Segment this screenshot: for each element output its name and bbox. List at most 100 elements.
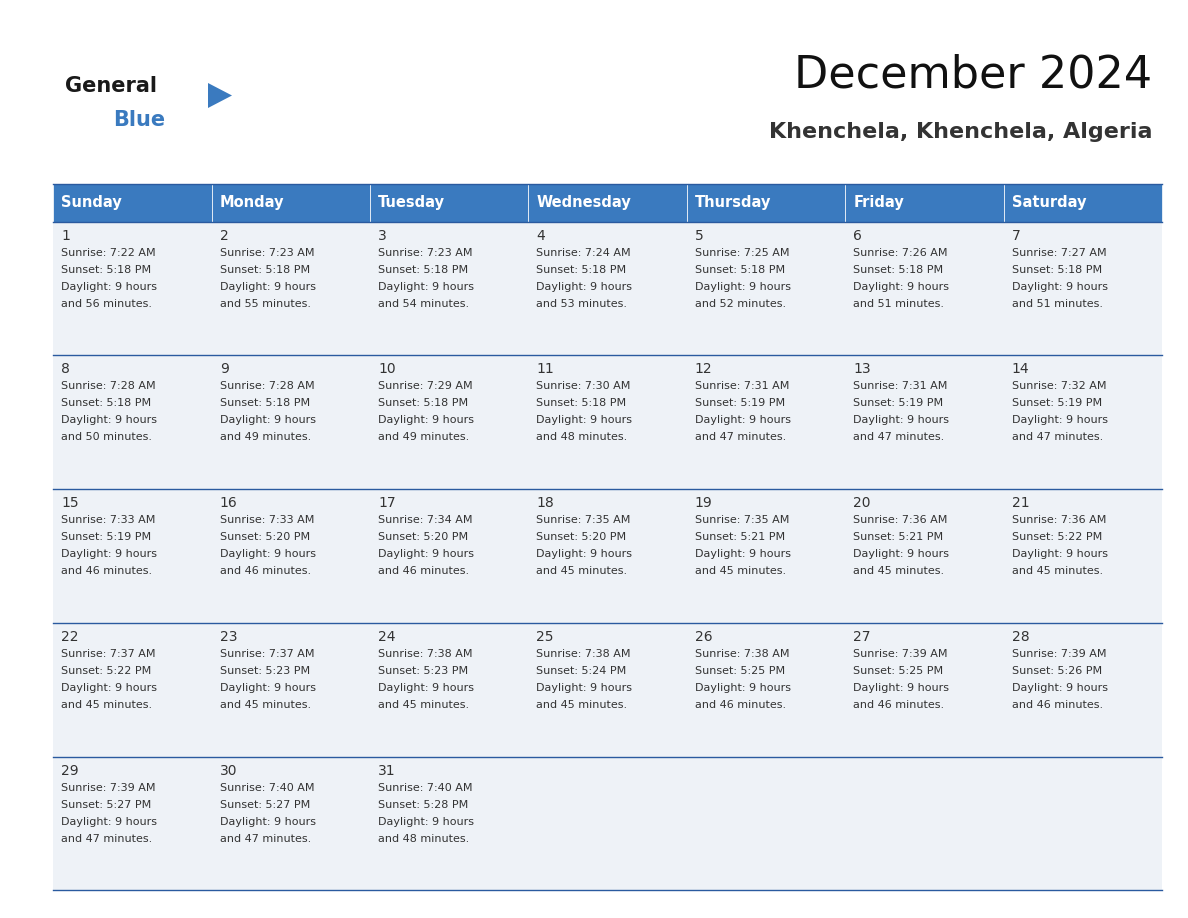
Text: Tuesday: Tuesday — [378, 196, 446, 210]
Text: Daylight: 9 hours: Daylight: 9 hours — [695, 683, 791, 693]
Text: 31: 31 — [378, 764, 396, 778]
Text: Sunrise: 7:33 AM: Sunrise: 7:33 AM — [62, 515, 156, 525]
Text: 5: 5 — [695, 229, 703, 242]
Bar — [371, 221, 529, 355]
Text: Sunrise: 7:39 AM: Sunrise: 7:39 AM — [853, 649, 948, 659]
Text: 13: 13 — [853, 363, 871, 376]
Text: and 48 minutes.: and 48 minutes. — [537, 432, 627, 442]
Text: and 47 minutes.: and 47 minutes. — [853, 432, 944, 442]
Text: 17: 17 — [378, 496, 396, 510]
Text: Sunset: 5:23 PM: Sunset: 5:23 PM — [220, 666, 310, 676]
Text: Daylight: 9 hours: Daylight: 9 hours — [695, 415, 791, 425]
Text: 12: 12 — [695, 363, 713, 376]
Text: Sunrise: 7:25 AM: Sunrise: 7:25 AM — [695, 248, 789, 258]
Text: Daylight: 9 hours: Daylight: 9 hours — [62, 549, 158, 559]
Text: Sunset: 5:26 PM: Sunset: 5:26 PM — [1011, 666, 1101, 676]
Text: Daylight: 9 hours: Daylight: 9 hours — [62, 282, 158, 292]
Bar — [371, 355, 529, 489]
Text: Daylight: 9 hours: Daylight: 9 hours — [853, 549, 949, 559]
Text: and 46 minutes.: and 46 minutes. — [853, 700, 944, 710]
Text: Daylight: 9 hours: Daylight: 9 hours — [378, 415, 474, 425]
Text: and 45 minutes.: and 45 minutes. — [62, 700, 152, 710]
Text: Daylight: 9 hours: Daylight: 9 hours — [1011, 549, 1107, 559]
Bar — [845, 489, 1004, 623]
Text: Daylight: 9 hours: Daylight: 9 hours — [537, 549, 632, 559]
Text: Sunrise: 7:34 AM: Sunrise: 7:34 AM — [378, 515, 473, 525]
Text: Wednesday: Wednesday — [537, 196, 631, 210]
Text: and 45 minutes.: and 45 minutes. — [853, 566, 944, 577]
Text: 10: 10 — [378, 363, 396, 376]
Text: Daylight: 9 hours: Daylight: 9 hours — [1011, 415, 1107, 425]
Bar — [1004, 221, 1162, 355]
FancyBboxPatch shape — [211, 184, 371, 221]
Text: Daylight: 9 hours: Daylight: 9 hours — [378, 683, 474, 693]
Text: Monday: Monday — [220, 196, 284, 210]
Bar — [845, 355, 1004, 489]
Text: Sunset: 5:18 PM: Sunset: 5:18 PM — [62, 264, 152, 274]
Bar — [687, 355, 845, 489]
Text: Sunrise: 7:38 AM: Sunrise: 7:38 AM — [378, 649, 473, 659]
Text: 26: 26 — [695, 630, 713, 644]
Bar — [53, 623, 211, 756]
Text: Sunrise: 7:35 AM: Sunrise: 7:35 AM — [537, 515, 631, 525]
Bar — [529, 355, 687, 489]
Text: Sunset: 5:18 PM: Sunset: 5:18 PM — [853, 264, 943, 274]
Text: and 46 minutes.: and 46 minutes. — [220, 566, 311, 577]
Text: and 45 minutes.: and 45 minutes. — [378, 700, 469, 710]
Text: 23: 23 — [220, 630, 238, 644]
Text: Sunset: 5:21 PM: Sunset: 5:21 PM — [853, 532, 943, 543]
Text: and 53 minutes.: and 53 minutes. — [537, 298, 627, 308]
Text: and 49 minutes.: and 49 minutes. — [220, 432, 311, 442]
Bar — [687, 489, 845, 623]
Text: and 46 minutes.: and 46 minutes. — [378, 566, 469, 577]
Text: Sunrise: 7:24 AM: Sunrise: 7:24 AM — [537, 248, 631, 258]
Text: Sunset: 5:25 PM: Sunset: 5:25 PM — [695, 666, 785, 676]
Text: 20: 20 — [853, 496, 871, 510]
Text: Sunrise: 7:23 AM: Sunrise: 7:23 AM — [378, 248, 473, 258]
Text: Sunset: 5:18 PM: Sunset: 5:18 PM — [220, 398, 310, 409]
Text: 15: 15 — [62, 496, 80, 510]
Text: Daylight: 9 hours: Daylight: 9 hours — [853, 415, 949, 425]
Text: and 48 minutes.: and 48 minutes. — [378, 834, 469, 844]
Text: Sunset: 5:24 PM: Sunset: 5:24 PM — [537, 666, 627, 676]
Text: Sunset: 5:18 PM: Sunset: 5:18 PM — [378, 398, 468, 409]
Text: Sunset: 5:18 PM: Sunset: 5:18 PM — [1011, 264, 1101, 274]
Text: Sunrise: 7:37 AM: Sunrise: 7:37 AM — [62, 649, 156, 659]
Text: Sunrise: 7:39 AM: Sunrise: 7:39 AM — [1011, 649, 1106, 659]
Text: Sunrise: 7:27 AM: Sunrise: 7:27 AM — [1011, 248, 1106, 258]
Text: 3: 3 — [378, 229, 387, 242]
Bar — [845, 756, 1004, 890]
Text: Thursday: Thursday — [695, 196, 771, 210]
Text: Daylight: 9 hours: Daylight: 9 hours — [62, 683, 158, 693]
Text: Sunset: 5:27 PM: Sunset: 5:27 PM — [220, 800, 310, 810]
Text: and 55 minutes.: and 55 minutes. — [220, 298, 311, 308]
Text: Daylight: 9 hours: Daylight: 9 hours — [62, 415, 158, 425]
Bar — [845, 221, 1004, 355]
Text: Sunrise: 7:22 AM: Sunrise: 7:22 AM — [62, 248, 156, 258]
Text: Sunrise: 7:36 AM: Sunrise: 7:36 AM — [1011, 515, 1106, 525]
Bar — [371, 489, 529, 623]
Text: 14: 14 — [1011, 363, 1029, 376]
Text: 21: 21 — [1011, 496, 1029, 510]
Text: Daylight: 9 hours: Daylight: 9 hours — [220, 683, 316, 693]
Bar — [845, 623, 1004, 756]
Text: 7: 7 — [1011, 229, 1020, 242]
Text: and 45 minutes.: and 45 minutes. — [537, 566, 627, 577]
Text: Sunrise: 7:40 AM: Sunrise: 7:40 AM — [378, 783, 473, 792]
Text: Daylight: 9 hours: Daylight: 9 hours — [378, 282, 474, 292]
Text: and 46 minutes.: and 46 minutes. — [1011, 700, 1102, 710]
Text: 4: 4 — [537, 229, 545, 242]
Text: Sunset: 5:18 PM: Sunset: 5:18 PM — [378, 264, 468, 274]
Text: and 47 minutes.: and 47 minutes. — [695, 432, 786, 442]
Text: and 45 minutes.: and 45 minutes. — [1011, 566, 1102, 577]
Text: Sunset: 5:20 PM: Sunset: 5:20 PM — [220, 532, 310, 543]
Text: 16: 16 — [220, 496, 238, 510]
Bar — [53, 756, 211, 890]
Text: Daylight: 9 hours: Daylight: 9 hours — [537, 683, 632, 693]
Text: Sunrise: 7:39 AM: Sunrise: 7:39 AM — [62, 783, 156, 792]
Text: Sunset: 5:22 PM: Sunset: 5:22 PM — [1011, 532, 1101, 543]
Text: Daylight: 9 hours: Daylight: 9 hours — [853, 683, 949, 693]
Text: Daylight: 9 hours: Daylight: 9 hours — [378, 549, 474, 559]
Text: Saturday: Saturday — [1011, 196, 1086, 210]
Text: Sunset: 5:19 PM: Sunset: 5:19 PM — [1011, 398, 1101, 409]
